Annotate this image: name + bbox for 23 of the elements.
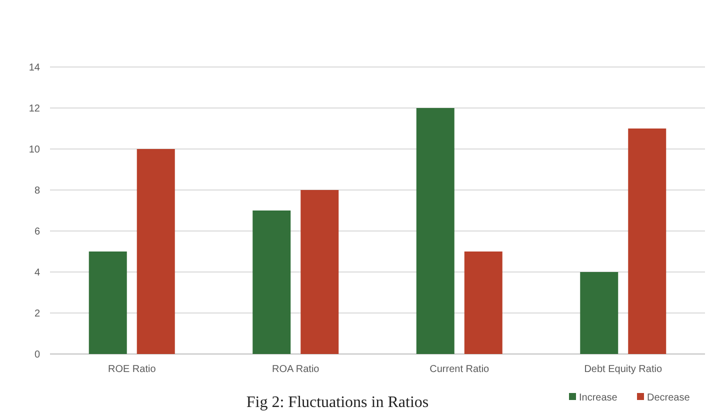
legend-label: Increase [579, 392, 618, 404]
x-tick-label: ROA Ratio [272, 364, 320, 375]
y-tick-label: 6 [34, 226, 40, 238]
y-tick-label: 2 [34, 308, 40, 320]
x-tick-label: Debt Equity Ratio [584, 364, 662, 375]
bar [252, 210, 291, 354]
x-tick-label: ROE Ratio [108, 364, 156, 375]
legend-label: Decrease [647, 392, 690, 404]
bar [416, 108, 454, 354]
bar [300, 190, 339, 354]
y-tick-label: 0 [34, 350, 40, 360]
bar [628, 128, 666, 354]
y-tick-label: 4 [34, 268, 40, 278]
bar [464, 252, 502, 354]
x-tick-label: Current Ratio [430, 364, 490, 375]
y-tick-label: 10 [28, 144, 40, 156]
bar [580, 272, 618, 354]
text: Fig 2: Fluctuations in Ratios [246, 394, 429, 411]
bar [136, 149, 175, 354]
y-tick-label: 8 [34, 186, 40, 196]
bar [88, 252, 127, 354]
y-tick-label: 14 [28, 62, 40, 74]
y-tick-label: 12 [28, 104, 40, 114]
